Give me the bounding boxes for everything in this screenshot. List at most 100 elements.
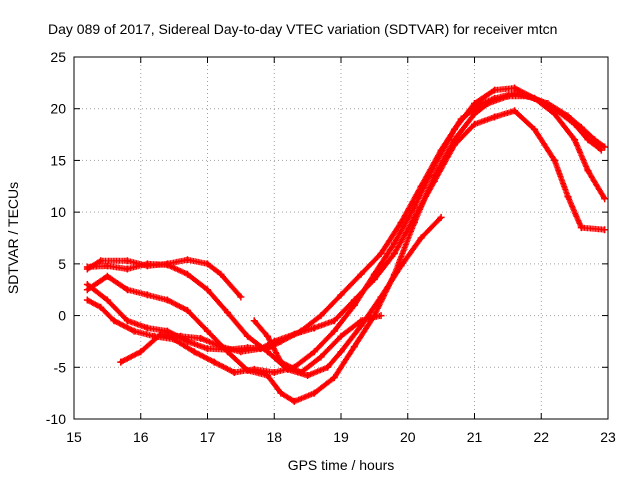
y-tick-label: -10 [46,411,66,427]
data-point [310,348,318,356]
data-point [297,368,305,376]
data-point [317,312,325,320]
data-point [123,265,131,273]
y-tick-label: 25 [50,49,66,65]
data-point [103,272,111,280]
data-point [330,317,338,325]
data-point [290,330,298,338]
data-point [357,270,365,278]
y-tick-label: 5 [58,256,66,272]
data-point [511,107,519,115]
data-point [123,257,131,265]
data-point [123,286,131,294]
data-point [601,143,609,151]
data-point [491,94,499,102]
data-point [410,203,418,211]
data-point [571,136,579,144]
data-point [183,256,191,264]
x-tick-label: 22 [533,429,549,445]
data-point [471,100,478,108]
x-tick-label: 15 [66,429,82,445]
data-point [430,162,438,170]
data-point [410,213,418,221]
data-point [217,270,225,278]
x-tick-label: 20 [400,429,416,445]
data-point [417,234,425,242]
series-markers [251,313,383,376]
data-point [390,270,398,278]
data-point [350,296,358,304]
data-point [190,348,198,356]
data-point [143,260,151,268]
data-point [591,136,599,144]
y-axis-label: SDTVAR / TECUs [5,182,21,294]
data-point [377,250,385,258]
data-point [290,397,298,405]
data-point [130,327,138,335]
data-point [250,365,258,373]
data-point [450,125,458,133]
data-point [330,327,338,335]
data-point [377,312,385,320]
y-tick-label: 15 [50,152,66,168]
data-point [197,334,205,342]
data-point [83,296,91,304]
data-point [584,136,592,144]
chart-title: Day 089 of 2017, Sidereal Day-to-day VTE… [48,21,557,37]
axis-ticks: 15 16 17 18 19 20 21 22 23 -10 -5 0 5 10 15 20 25 [46,49,616,445]
data-point [317,353,325,361]
data-point [230,368,238,376]
x-tick-label: 16 [133,429,149,445]
data-series [83,84,609,405]
data-point [244,332,252,340]
data-point [264,332,272,340]
x-tick-label: 17 [200,429,216,445]
data-point [117,358,125,366]
data-point [370,275,378,283]
data-point [350,343,358,351]
data-point [390,250,398,258]
data-point [304,372,312,380]
data-point [584,167,592,175]
data-point [217,343,225,351]
data-point [163,296,171,304]
data-point [471,120,478,128]
x-tick-label: 19 [333,429,349,445]
x-tick-label: 23 [600,429,616,445]
data-point [531,125,539,133]
data-point [103,262,111,270]
data-point [577,224,585,232]
data-point [204,327,211,335]
data-point [204,345,211,353]
data-point [357,317,365,325]
data-point [83,263,91,271]
series-arc-6 [117,107,609,366]
data-point [224,308,232,316]
data-point [83,281,91,289]
data-point [237,348,245,356]
data-point [337,291,345,299]
series-markers [84,93,607,405]
data-point [177,332,185,340]
series-arc-4 [83,89,605,354]
data-point [430,177,438,185]
x-tick-label: 18 [266,429,282,445]
data-point [110,317,118,325]
data-point [210,358,218,366]
data-point [564,193,572,201]
data-point [163,261,171,269]
data-point [257,345,265,353]
data-point [310,324,318,332]
data-point [143,324,151,332]
data-point [601,195,609,203]
data-point [123,317,131,325]
data-point [237,293,245,301]
y-tick-label: 20 [50,101,66,117]
data-point [250,317,258,325]
data-point [97,303,105,311]
plot-frame [73,56,609,420]
data-point [491,86,499,94]
data-point [97,257,105,265]
data-point [437,213,445,221]
